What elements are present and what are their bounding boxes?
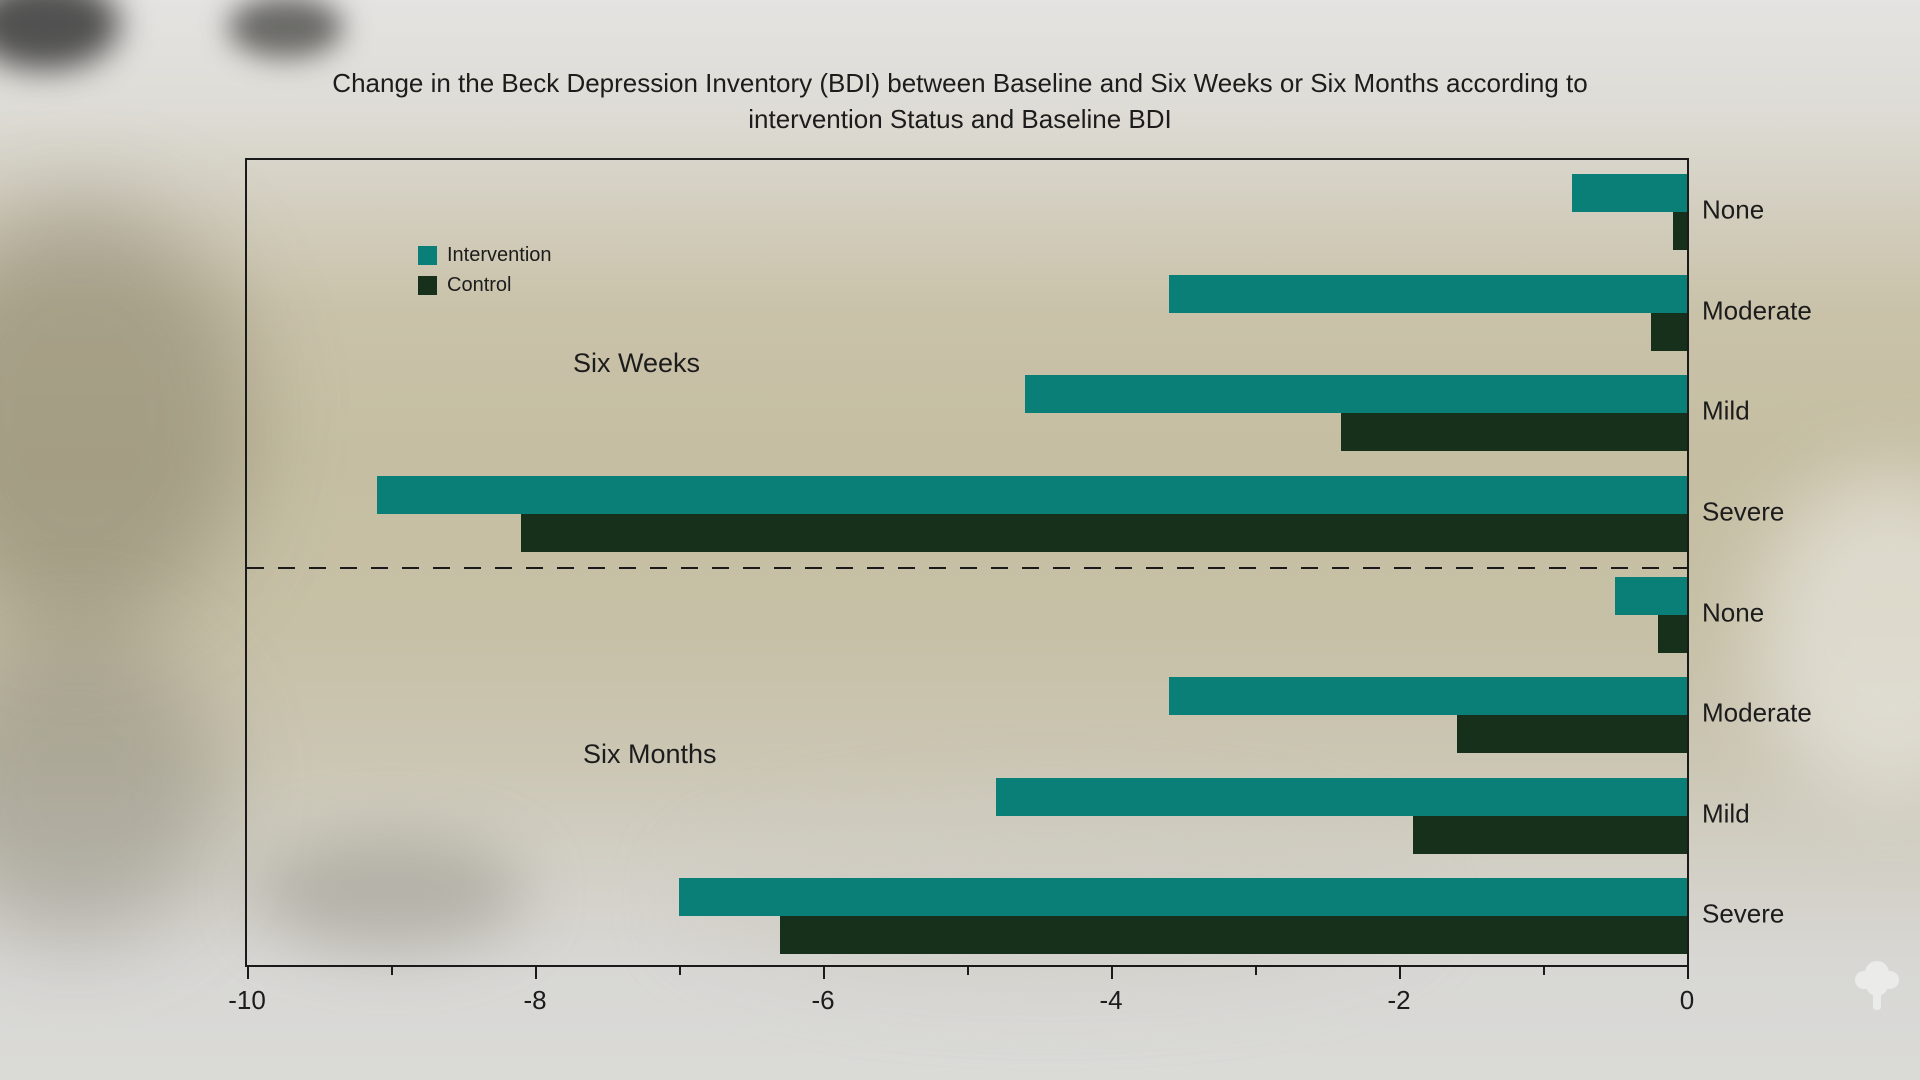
x-axis-major-tick — [823, 967, 825, 979]
group-label-six-months: Six Months — [583, 739, 717, 769]
x-axis-major-tick — [1687, 967, 1689, 979]
x-axis-major-tick — [1399, 967, 1401, 979]
x-axis-minor-tick — [1543, 967, 1545, 975]
legend-label: Intervention — [447, 244, 552, 266]
category-label-moderate: Moderate — [1702, 697, 1812, 728]
tree-logo-icon — [1855, 961, 1899, 1010]
bar-control-six-weeks-moderate — [1651, 313, 1687, 351]
bar-intervention-six-weeks-moderate — [1168, 275, 1687, 313]
chart-title-line2: intervention Status and Baseline BDI — [748, 103, 1172, 134]
x-axis-tick-label: -6 — [811, 985, 835, 1015]
category-label-mild: Mild — [1702, 395, 1750, 426]
bar-intervention-six-months-severe — [679, 878, 1687, 916]
legend-item-control: Control — [418, 274, 552, 297]
category-label-none: None — [1702, 194, 1765, 225]
bar-control-six-weeks-none — [1672, 212, 1687, 250]
control-swatch-icon — [418, 276, 437, 295]
background-smudge — [0, 0, 120, 70]
bar-control-six-months-severe — [779, 916, 1687, 954]
bar-intervention-six-weeks-mild — [1024, 375, 1687, 413]
legend: Intervention Control — [418, 244, 552, 304]
plot-area: Intervention Control Six Weeks Six Month… — [245, 158, 1689, 967]
category-label-severe: Severe — [1702, 496, 1785, 527]
x-axis-tick-label: -4 — [1099, 985, 1123, 1015]
legend-label: Control — [447, 274, 512, 296]
x-axis-minor-tick — [967, 967, 969, 975]
background-smudge — [228, 0, 343, 58]
bar-intervention-six-months-mild — [995, 778, 1687, 816]
x-axis-tick-label: -8 — [523, 985, 547, 1015]
x-axis-minor-tick — [1255, 967, 1257, 975]
chart-title-line1: Change in the Beck Depression Inventory … — [332, 68, 1588, 98]
x-axis-major-tick — [247, 967, 249, 979]
bar-control-six-weeks-mild — [1341, 413, 1687, 451]
x-axis-tick-label: -10 — [228, 985, 266, 1015]
bar-control-six-months-moderate — [1456, 715, 1687, 753]
x-axis-major-tick — [535, 967, 537, 979]
bar-intervention-six-months-moderate — [1168, 677, 1687, 715]
bars-layer — [247, 160, 1687, 965]
x-axis-tick-label: -2 — [1387, 985, 1411, 1015]
chart-title: Change in the Beck Depression Inventory … — [0, 66, 1920, 138]
x-axis-major-tick — [1111, 967, 1113, 979]
bar-intervention-six-weeks-severe — [376, 476, 1687, 514]
category-label-severe: Severe — [1702, 898, 1785, 929]
group-separator-line — [247, 567, 1687, 569]
intervention-swatch-icon — [418, 246, 437, 265]
category-label-moderate: Moderate — [1702, 295, 1812, 326]
bar-control-six-months-none — [1658, 615, 1687, 653]
background-smudge — [0, 200, 250, 630]
bar-control-six-weeks-severe — [520, 514, 1687, 552]
x-axis-minor-tick — [391, 967, 393, 975]
bar-intervention-six-weeks-none — [1571, 174, 1687, 212]
x-axis-minor-tick — [679, 967, 681, 975]
bar-control-six-months-mild — [1413, 816, 1687, 854]
bar-intervention-six-months-none — [1615, 577, 1687, 615]
category-label-none: None — [1702, 597, 1765, 628]
category-label-mild: Mild — [1702, 798, 1750, 829]
legend-item-intervention: Intervention — [418, 244, 552, 267]
background-smudge — [0, 630, 220, 940]
x-axis-tick-label: 0 — [1679, 985, 1695, 1015]
group-label-six-weeks: Six Weeks — [573, 348, 701, 378]
